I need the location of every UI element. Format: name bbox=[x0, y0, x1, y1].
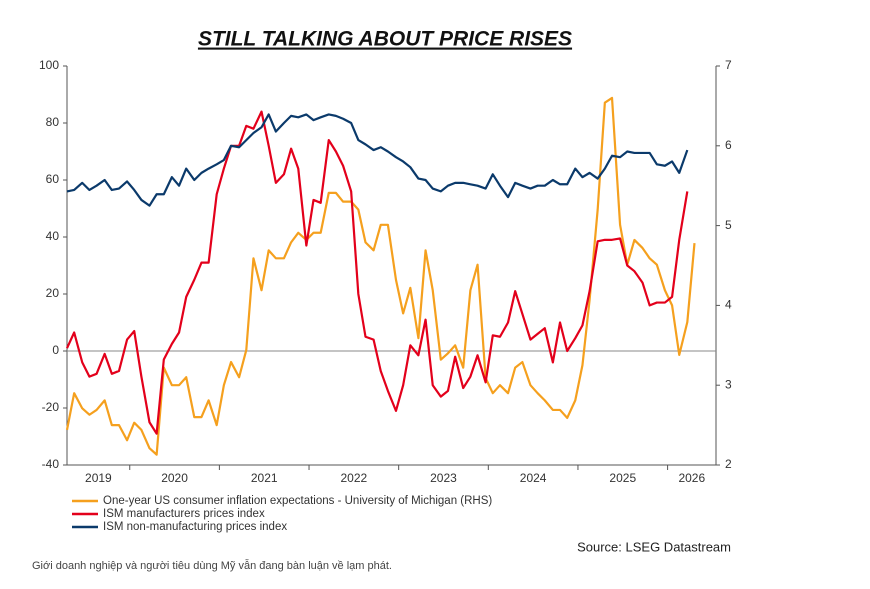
y2-tick-label: 3 bbox=[725, 377, 732, 391]
x-tick-label: 2022 bbox=[340, 471, 367, 485]
y2-tick-label: 7 bbox=[725, 58, 732, 72]
x-tick-label: 2024 bbox=[520, 471, 547, 485]
y-tick-label: 60 bbox=[46, 172, 60, 186]
y2-tick-label: 2 bbox=[725, 457, 732, 471]
y-tick-label: 40 bbox=[46, 229, 60, 243]
y-tick-label: -20 bbox=[42, 400, 60, 414]
y-tick-label: 20 bbox=[46, 286, 60, 300]
y2-tick-label: 6 bbox=[725, 138, 732, 152]
x-tick-label: 2026 bbox=[678, 471, 705, 485]
legend-label: One-year US consumer inflation expectati… bbox=[103, 495, 492, 507]
x-tick-label: 2019 bbox=[85, 471, 112, 485]
y-tick-label: 0 bbox=[52, 343, 59, 357]
series-line bbox=[66, 113, 689, 207]
series-line bbox=[65, 110, 689, 435]
x-tick-label: 2020 bbox=[161, 471, 188, 485]
legend-label: ISM non-manufacturing prices index bbox=[103, 521, 287, 533]
x-tick-label: 2023 bbox=[430, 471, 457, 485]
y2-tick-label: 4 bbox=[725, 298, 732, 312]
source-note: Source: LSEG Datastream bbox=[577, 539, 731, 554]
caption: Giới doanh nghiệp và người tiêu dùng Mỹ … bbox=[32, 559, 392, 572]
x-tick-label: 2021 bbox=[251, 471, 278, 485]
x-tick-label: 2025 bbox=[609, 471, 636, 485]
y-tick-label: -40 bbox=[42, 457, 60, 471]
series-line bbox=[65, 96, 696, 456]
legend-label: ISM manufacturers prices index bbox=[103, 508, 265, 520]
y-tick-label: 80 bbox=[46, 115, 60, 129]
y2-tick-label: 5 bbox=[725, 218, 732, 232]
y-tick-label: 100 bbox=[39, 58, 59, 72]
chart-title: STILL TALKING ABOUT PRICE RISES bbox=[198, 28, 572, 51]
